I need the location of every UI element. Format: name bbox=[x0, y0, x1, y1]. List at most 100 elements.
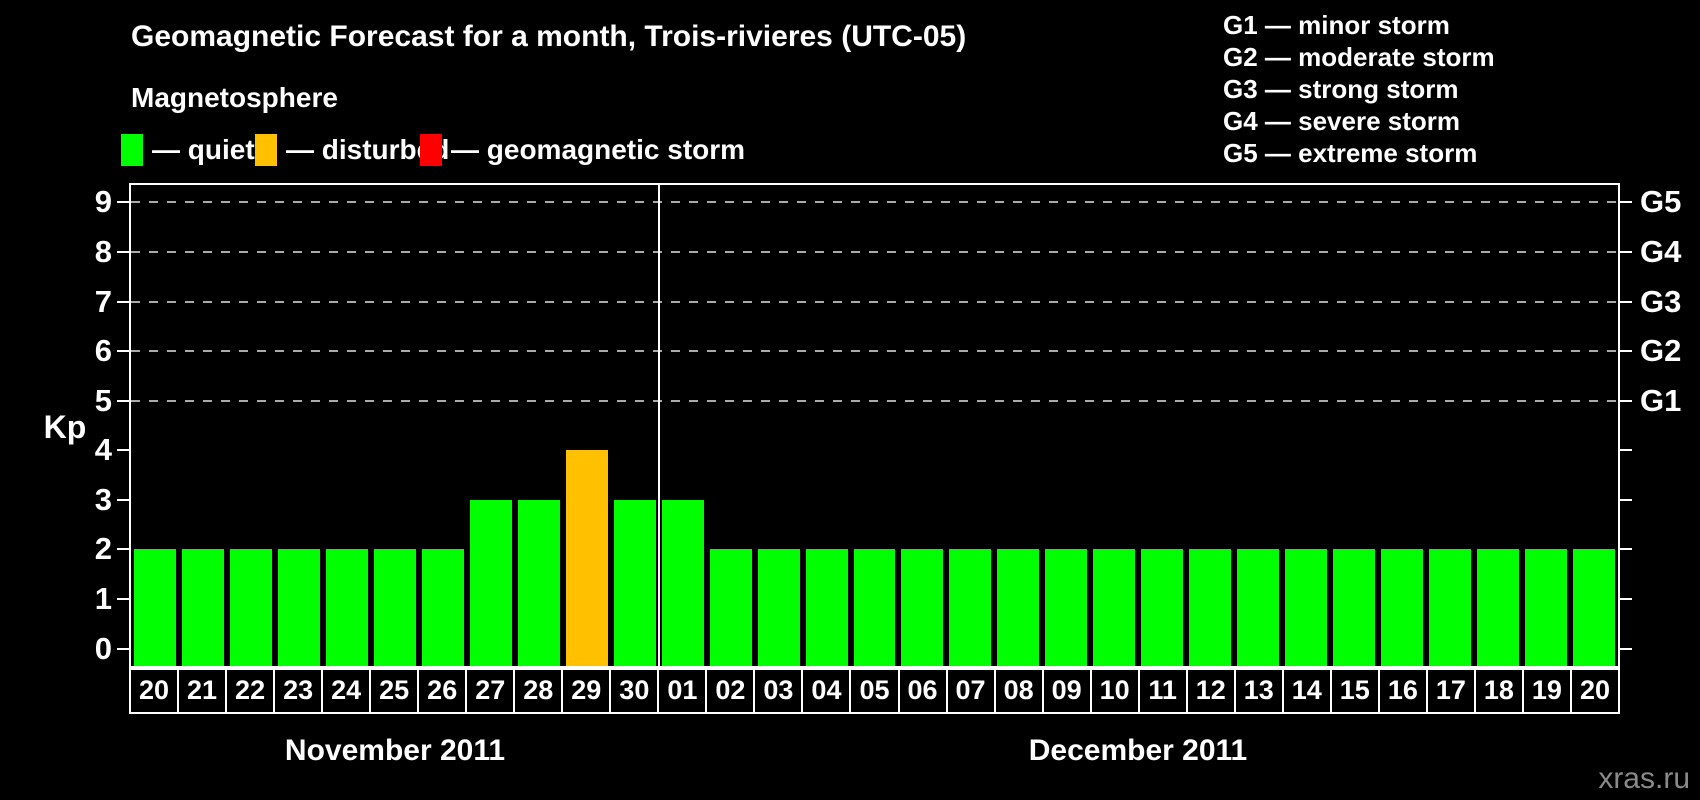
g-scale-legend-item: G4 — severe storm bbox=[1223, 106, 1461, 136]
kp-bar bbox=[373, 549, 416, 666]
day-label-cell: 07 bbox=[945, 668, 996, 714]
kp-bar bbox=[1477, 549, 1520, 666]
kp-bar bbox=[1237, 549, 1280, 666]
y-axis-tick bbox=[117, 598, 129, 601]
gridline-kp8 bbox=[131, 250, 1618, 253]
y-axis-tick bbox=[117, 300, 129, 303]
kp-bar bbox=[1573, 549, 1615, 666]
right-axis-tick bbox=[1620, 250, 1632, 253]
day-label-cell: 04 bbox=[801, 668, 852, 714]
right-axis-tick bbox=[1620, 399, 1632, 402]
day-label-cell: 20 bbox=[1569, 668, 1620, 714]
kp-bar bbox=[1429, 549, 1472, 666]
kp-bar bbox=[134, 549, 176, 666]
y-axis-title: Kp bbox=[43, 409, 87, 445]
legend-heading: Magnetosphere bbox=[131, 82, 338, 113]
g-scale-axis-label: G5 bbox=[1640, 184, 1682, 220]
day-label-cell: 16 bbox=[1377, 668, 1428, 714]
y-tick-label: 1 bbox=[94, 581, 112, 617]
day-label-cell: 01 bbox=[657, 668, 708, 714]
day-label-cell: 12 bbox=[1185, 668, 1236, 714]
kp-bar bbox=[1093, 549, 1136, 666]
day-label-cell: 25 bbox=[369, 668, 420, 714]
day-label-cell: 02 bbox=[705, 668, 756, 714]
kp-bar bbox=[1045, 549, 1088, 666]
day-label-cell: 08 bbox=[993, 668, 1044, 714]
kp-bar bbox=[1189, 549, 1232, 666]
kp-bar bbox=[853, 549, 896, 666]
kp-bar bbox=[565, 450, 608, 666]
kp-bar bbox=[1333, 549, 1376, 666]
kp-bar bbox=[229, 549, 272, 666]
kp-bar bbox=[1381, 549, 1424, 666]
day-label-cell: 14 bbox=[1281, 668, 1332, 714]
y-axis-tick bbox=[117, 201, 129, 204]
g-scale-axis-label: G4 bbox=[1640, 233, 1682, 269]
day-label-cell: 10 bbox=[1089, 668, 1140, 714]
month-separator-line bbox=[657, 185, 660, 666]
day-label-cell: 28 bbox=[513, 668, 564, 714]
day-label-cell: 06 bbox=[897, 668, 948, 714]
y-axis-tick bbox=[117, 647, 129, 650]
kp-bar bbox=[277, 549, 320, 666]
y-axis-tick bbox=[117, 350, 129, 353]
day-label-cell: 19 bbox=[1521, 668, 1572, 714]
kp-bar bbox=[325, 549, 368, 666]
y-tick-label: 7 bbox=[94, 283, 112, 319]
y-tick-label: 9 bbox=[94, 184, 112, 220]
right-axis-tick bbox=[1620, 498, 1632, 501]
right-axis-tick bbox=[1620, 548, 1632, 551]
day-label-cell: 05 bbox=[849, 668, 900, 714]
y-axis-tick bbox=[117, 449, 129, 452]
g-scale-legend: G1 — minor storm G2 — moderate storm G3 … bbox=[1223, 9, 1495, 169]
watermark: xras.ru bbox=[1598, 762, 1690, 795]
kp-bar bbox=[469, 499, 512, 666]
kp-bar bbox=[901, 549, 944, 666]
day-label-cell: 15 bbox=[1329, 668, 1380, 714]
g-scale-legend-item: G1 — minor storm bbox=[1223, 10, 1450, 40]
legend-label-storm: — geomagnetic storm bbox=[451, 134, 746, 165]
y-axis-tick bbox=[117, 548, 129, 551]
day-label-cell: 17 bbox=[1425, 668, 1476, 714]
g-scale-legend-item: G5 — extreme storm bbox=[1223, 138, 1478, 168]
y-tick-label: 4 bbox=[94, 432, 112, 468]
day-label-cell: 18 bbox=[1473, 668, 1524, 714]
gridline-kp7 bbox=[131, 300, 1618, 303]
day-label-cell: 03 bbox=[753, 668, 804, 714]
day-label-cell: 11 bbox=[1137, 668, 1188, 714]
y-tick-label: 2 bbox=[94, 531, 112, 567]
day-label-cell: 29 bbox=[561, 668, 612, 714]
day-label-cell: 09 bbox=[1041, 668, 1092, 714]
kp-bar bbox=[709, 549, 752, 666]
gridline-kp9 bbox=[131, 201, 1618, 204]
kp-bar bbox=[949, 549, 992, 666]
month-label-december: December 2011 bbox=[1028, 734, 1248, 767]
right-axis-tick bbox=[1620, 201, 1632, 204]
storm-color-swatch-icon bbox=[420, 134, 442, 166]
g-scale-legend-item: G3 — strong storm bbox=[1223, 74, 1459, 104]
disturbed-color-swatch-icon bbox=[255, 134, 277, 166]
day-label-cell: 24 bbox=[321, 668, 372, 714]
y-tick-label: 6 bbox=[94, 333, 112, 369]
day-label-cell: 23 bbox=[273, 668, 324, 714]
right-axis-tick bbox=[1620, 300, 1632, 303]
right-axis-tick bbox=[1620, 598, 1632, 601]
g-scale-axis-label: G1 bbox=[1640, 382, 1682, 418]
kp-bar bbox=[661, 499, 704, 666]
gridline-kp6 bbox=[131, 350, 1618, 353]
chart-title: Geomagnetic Forecast for a month, Trois-… bbox=[131, 20, 967, 53]
kp-bar bbox=[805, 549, 848, 666]
day-label-cell: 26 bbox=[417, 668, 468, 714]
quiet-color-swatch-icon bbox=[121, 134, 143, 166]
day-label-cell: 20 bbox=[129, 668, 180, 714]
kp-bar bbox=[757, 549, 800, 666]
plot-area bbox=[129, 183, 1620, 668]
y-axis-tick bbox=[117, 399, 129, 402]
day-label-cell: 13 bbox=[1233, 668, 1284, 714]
legend-label-quiet: — quiet bbox=[152, 134, 255, 165]
day-label-cell: 27 bbox=[465, 668, 516, 714]
right-axis-tick bbox=[1620, 647, 1632, 650]
g-scale-legend-item: G2 — moderate storm bbox=[1223, 42, 1495, 72]
